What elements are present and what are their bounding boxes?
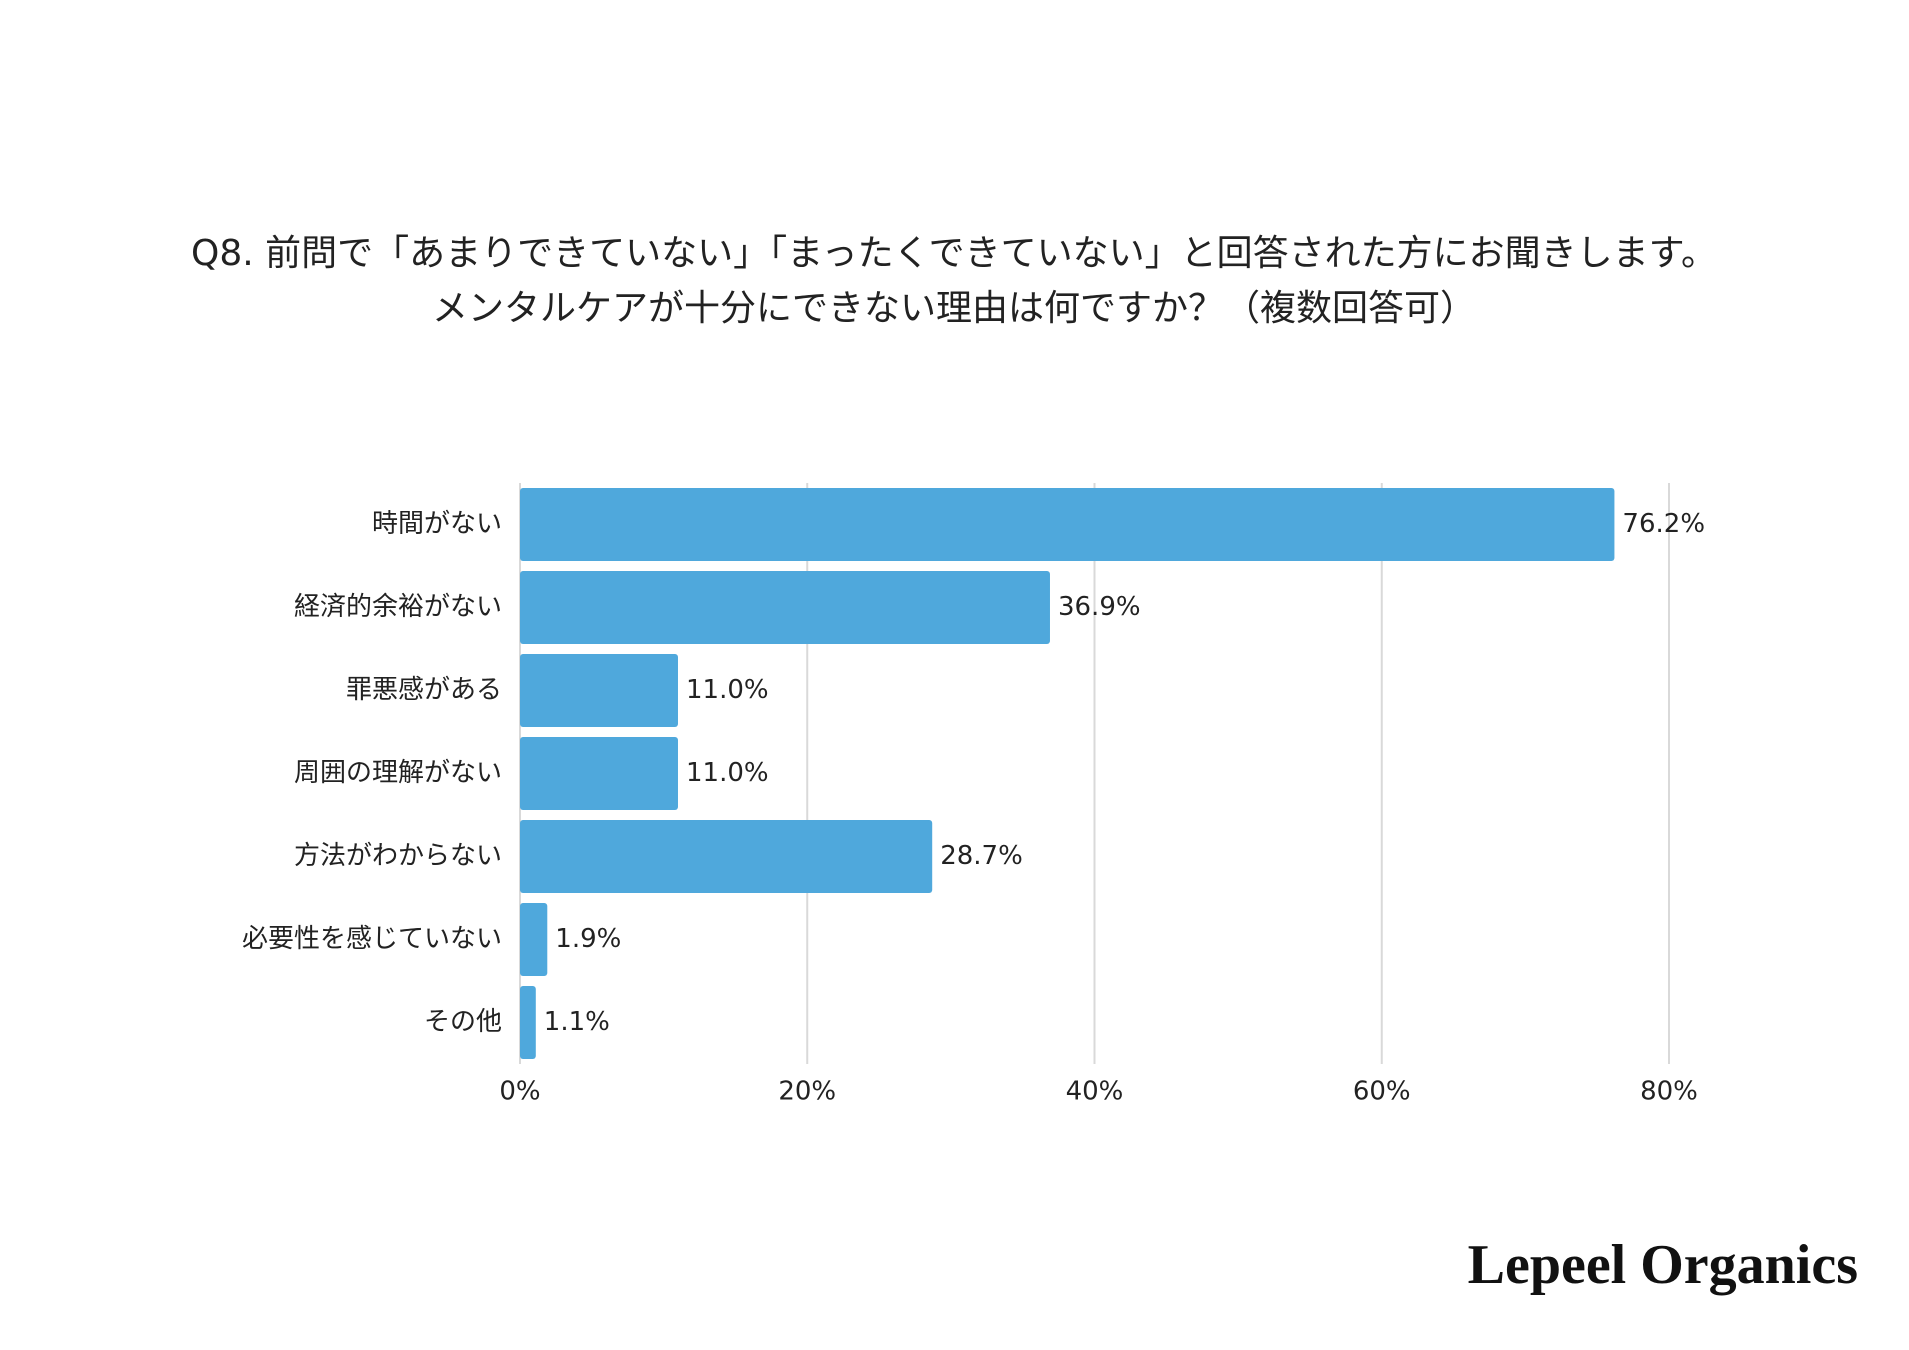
value-label: 36.9% bbox=[1058, 592, 1141, 622]
x-tick-label: 40% bbox=[1066, 1077, 1124, 1107]
y-tick-label: 必要性を感じていない bbox=[242, 924, 502, 954]
bar bbox=[520, 903, 548, 976]
x-tick-label: 0% bbox=[499, 1077, 540, 1107]
bar bbox=[520, 571, 1050, 644]
bar bbox=[520, 654, 678, 727]
value-label: 76.2% bbox=[1622, 509, 1705, 539]
x-tick-label: 20% bbox=[778, 1077, 836, 1107]
bar bbox=[520, 820, 933, 893]
value-label: 1.9% bbox=[555, 924, 621, 954]
value-label: 28.7% bbox=[940, 841, 1023, 871]
y-tick-label: 方法がわからない bbox=[294, 841, 502, 871]
bar bbox=[520, 986, 536, 1059]
y-tick-label: その他 bbox=[424, 1007, 502, 1037]
y-tick-label: 時間がない bbox=[372, 509, 502, 539]
y-tick-label: 罪悪感がある bbox=[346, 675, 502, 705]
bar bbox=[520, 737, 678, 810]
value-label: 11.0% bbox=[686, 675, 769, 705]
x-tick-label: 80% bbox=[1640, 1077, 1698, 1107]
brand-logo: Lepeel Organics bbox=[1468, 1234, 1858, 1296]
value-label: 11.0% bbox=[686, 758, 769, 788]
chart-title: メンタルケアが十分にできない理由は何ですか？（複数回答可） bbox=[432, 288, 1476, 329]
value-label: 1.1% bbox=[544, 1007, 610, 1037]
y-tick-label: 周囲の理解がない bbox=[294, 758, 502, 788]
x-tick-label: 60% bbox=[1353, 1077, 1411, 1107]
bar bbox=[520, 488, 1615, 561]
y-tick-label: 経済的余裕がない bbox=[294, 592, 502, 622]
chart-title: Q8. 前問で「あまりできていない」「まったくできていない」と回答された方にお聞… bbox=[191, 233, 1717, 274]
